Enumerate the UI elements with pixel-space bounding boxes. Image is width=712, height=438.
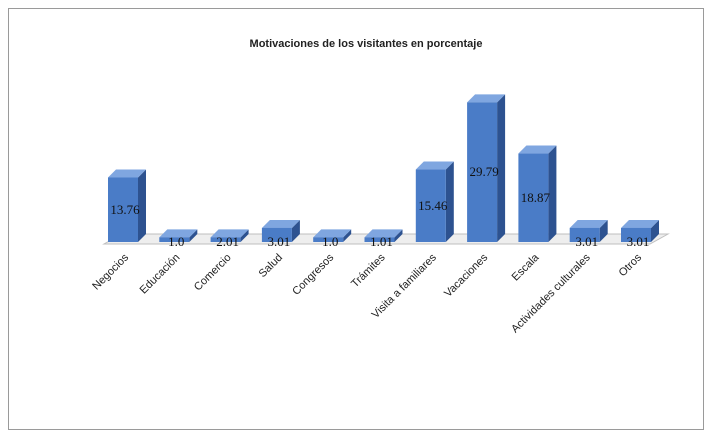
data-label: 1.0 <box>322 234 338 249</box>
bar-8 <box>518 145 557 242</box>
category-labels-group: Negocios Educación Comercio Salud Congresos T… <box>90 251 644 335</box>
bars-group <box>108 94 659 242</box>
bar-side <box>497 94 506 242</box>
bar-top <box>261 219 300 228</box>
bar-front <box>415 169 446 242</box>
bar-side <box>651 219 659 242</box>
bar-top <box>621 219 659 228</box>
bar-front <box>108 177 138 242</box>
bar-front <box>467 102 498 242</box>
data-label: 3.01 <box>268 234 291 249</box>
data-labels-group: 13.76 1.0 2.01 3.01 1.0 1.01 15.46 29.79 18.87 3.… <box>110 164 649 249</box>
bar-front <box>569 227 600 242</box>
bar-side <box>445 161 454 242</box>
bar-1 <box>159 229 198 242</box>
bar-top <box>159 229 198 238</box>
category-label: Comercio <box>192 252 234 294</box>
data-label: 29.79 <box>469 164 498 179</box>
bar-side <box>240 229 249 242</box>
category-label: Negocios <box>90 251 131 292</box>
bar-4 <box>313 229 352 242</box>
bar-front <box>261 227 292 242</box>
bar-side <box>291 219 300 242</box>
data-label: 3.01 <box>627 234 650 249</box>
data-label: 1.0 <box>168 234 184 249</box>
bar-5 <box>364 229 403 242</box>
bar-2 <box>210 229 249 242</box>
bar-top <box>313 229 352 238</box>
data-label: 15.46 <box>418 198 448 213</box>
data-label: 2.01 <box>216 234 239 249</box>
category-label: Otros <box>617 251 645 279</box>
bar-9 <box>569 219 608 242</box>
bar-top <box>364 229 403 238</box>
category-label: Escala <box>510 251 542 283</box>
category-label: Educación <box>138 252 183 297</box>
data-label: 18.87 <box>521 190 551 205</box>
bar-side <box>138 169 146 242</box>
category-label: Trámites <box>349 251 388 290</box>
bar-front <box>159 237 190 242</box>
bar-side <box>189 229 198 242</box>
bar-top <box>108 169 146 178</box>
bar-top <box>415 161 454 170</box>
bar-side <box>548 145 557 242</box>
bar-top <box>518 145 557 154</box>
bar-10 <box>621 219 659 242</box>
bar-top <box>569 219 608 228</box>
bar-3 <box>261 219 300 242</box>
bar-side <box>394 229 403 242</box>
bar-front <box>313 237 344 242</box>
bar-front <box>364 237 395 242</box>
data-label: 3.01 <box>575 234 598 249</box>
bar-6 <box>415 161 454 242</box>
bar-side <box>599 219 608 242</box>
bar-front <box>518 153 549 242</box>
category-label: Vacaciones <box>442 251 490 299</box>
category-label: Congresos <box>290 251 336 297</box>
bar-7 <box>467 94 506 242</box>
bar-front <box>210 237 241 242</box>
bar-side <box>343 229 352 242</box>
data-label: 1.01 <box>370 234 393 249</box>
data-label: 13.76 <box>110 202 140 217</box>
category-label: Salud <box>257 252 285 280</box>
chart-title: Motivaciones de los visitantes en porcen… <box>250 38 483 50</box>
bar-0 <box>108 169 146 242</box>
bar-top <box>467 94 506 103</box>
bar-front <box>621 227 651 242</box>
bar-top <box>210 229 249 238</box>
